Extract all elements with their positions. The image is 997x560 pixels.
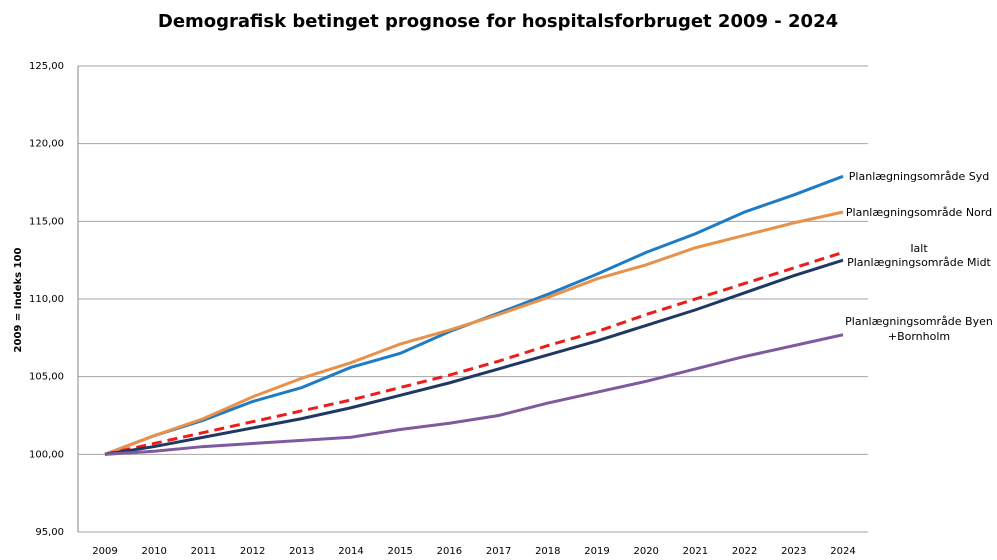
series-line (104, 258, 844, 456)
x-tick-label: 2017 (486, 546, 511, 557)
y-tick-label: 125,00 (29, 61, 64, 72)
x-tick-label: 2012 (240, 546, 265, 557)
x-tick-label: 2016 (437, 546, 462, 557)
y-tick-label: 95,00 (35, 527, 64, 538)
series-label: Ialt (910, 241, 928, 255)
x-tick-label: 2022 (732, 546, 757, 557)
series-label: Planlægningsområde Syd (848, 169, 990, 183)
y-axis-label: 2009 = Indeks 100 (13, 248, 24, 353)
series-label: Planlægningsområde Byen +Bornholm (845, 314, 993, 343)
x-tick-label: 2023 (781, 546, 806, 557)
x-tick-label: 2018 (535, 546, 560, 557)
y-tick-label: 105,00 (29, 372, 64, 383)
x-tick-label: 2015 (387, 546, 412, 557)
x-tick-label: 2010 (141, 546, 166, 557)
series-label: Planlægningsområde Nord (845, 205, 993, 219)
x-tick-label: 2011 (191, 546, 216, 557)
x-tick-label: 2019 (584, 546, 609, 557)
x-tick-label: 2021 (683, 546, 708, 557)
series-line (104, 210, 844, 456)
x-tick-label: 2024 (830, 546, 855, 557)
x-tick-label: 2014 (338, 546, 363, 557)
y-tick-label: 115,00 (29, 216, 64, 227)
series-label: Planlægningsområde Midt (847, 255, 991, 269)
x-tick-label: 2020 (633, 546, 658, 557)
y-tick-label: 100,00 (29, 449, 64, 460)
series-line (104, 250, 844, 456)
series-line (104, 333, 844, 456)
y-tick-label: 110,00 (29, 294, 64, 305)
x-tick-label: 2009 (92, 546, 117, 557)
y-tick-label: 120,00 (29, 139, 64, 150)
x-tick-label: 2013 (289, 546, 314, 557)
chart-title: Demografisk betinget prognose for hospit… (158, 11, 838, 32)
